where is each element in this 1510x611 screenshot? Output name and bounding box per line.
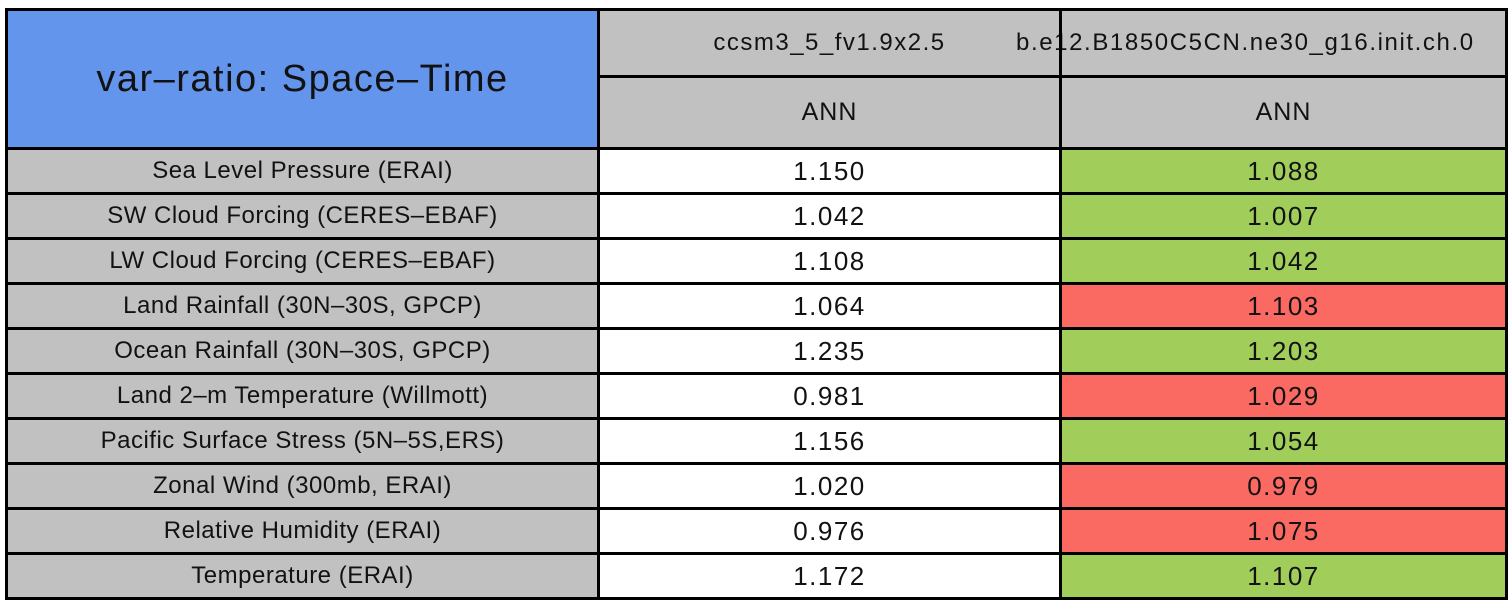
header-row-seasons: ANN ANN (7, 75, 1508, 150)
value-cell-model2: 1.054 (1059, 417, 1508, 465)
row-label: LW Cloud Forcing (CERES–EBAF) (5, 237, 600, 285)
value-cell-model2: 1.042 (1059, 237, 1508, 285)
table-row: LW Cloud Forcing (CERES–EBAF) 1.108 1.04… (5, 237, 1508, 285)
value-cell-model2: 1.007 (1059, 192, 1508, 240)
value-cell-model2: 1.029 (1059, 372, 1508, 420)
value-cell-model1: 1.156 (597, 417, 1062, 465)
row-label: Land 2–m Temperature (Willmott) (5, 372, 600, 420)
value-cell-model2: 1.075 (1059, 507, 1508, 555)
table-row: SW Cloud Forcing (CERES–EBAF) 1.042 1.00… (5, 192, 1508, 240)
table-row: Pacific Surface Stress (5N–5S,ERS) 1.156… (5, 417, 1508, 465)
table-title: var–ratio: Space–Time (5, 8, 600, 150)
table-row: Temperature (ERAI) 1.172 1.107 (5, 552, 1508, 600)
row-label: SW Cloud Forcing (CERES–EBAF) (5, 192, 600, 240)
value-cell-model2: 1.103 (1059, 282, 1508, 330)
row-label: Pacific Surface Stress (5N–5S,ERS) (5, 417, 600, 465)
table-row: Relative Humidity (ERAI) 0.976 1.075 (5, 507, 1508, 555)
row-label: Relative Humidity (ERAI) (5, 507, 600, 555)
table-row: Zonal Wind (300mb, ERAI) 1.020 0.979 (5, 462, 1508, 510)
season-header-2: ANN (1059, 75, 1508, 150)
value-cell-model2: 0.979 (1059, 462, 1508, 510)
season-header-1: ANN (597, 75, 1062, 150)
header-row-models: var–ratio: Space–Time ccsm3_5_fv1.9x2.5 … (5, 8, 1508, 150)
row-label: Sea Level Pressure (ERAI) (5, 147, 600, 195)
row-label: Temperature (ERAI) (5, 552, 600, 600)
row-label: Land Rainfall (30N–30S, GPCP) (5, 282, 600, 330)
table-row: Land Rainfall (30N–30S, GPCP) 1.064 1.10… (5, 282, 1508, 330)
table-right-border (1505, 8, 1508, 78)
value-cell-model2: 1.107 (1059, 552, 1508, 600)
model-2-header: b.e12.B1850C5CN.ne30_g16.init.ch.0 (1016, 8, 1508, 78)
model-1-header: ccsm3_5_fv1.9x2.5 (597, 8, 1062, 78)
metrics-table: var–ratio: Space–Time ccsm3_5_fv1.9x2.5 … (5, 8, 1508, 600)
value-cell-model1: 1.064 (597, 282, 1062, 330)
value-cell-model1: 1.172 (597, 552, 1062, 600)
column-divider (1059, 8, 1062, 78)
value-cell-model1: 1.042 (597, 192, 1062, 240)
table-row: Land 2–m Temperature (Willmott) 0.981 1.… (5, 372, 1508, 420)
value-cell-model1: 0.976 (597, 507, 1062, 555)
row-label: Ocean Rainfall (30N–30S, GPCP) (5, 327, 600, 375)
value-cell-model1: 1.150 (597, 147, 1062, 195)
table-row: Sea Level Pressure (ERAI) 1.150 1.088 (5, 147, 1508, 195)
value-cell-model1: 1.020 (597, 462, 1062, 510)
value-cell-model1: 1.235 (597, 327, 1062, 375)
value-cell-model2: 1.203 (1059, 327, 1508, 375)
row-label: Zonal Wind (300mb, ERAI) (5, 462, 600, 510)
value-cell-model2: 1.088 (1059, 147, 1508, 195)
value-cell-model1: 1.108 (597, 237, 1062, 285)
value-cell-model1: 0.981 (597, 372, 1062, 420)
model-2-header-label: b.e12.B1850C5CN.ne30_g16.init.ch.0 (1016, 29, 1475, 56)
table-row: Ocean Rainfall (30N–30S, GPCP) 1.235 1.2… (5, 327, 1508, 375)
